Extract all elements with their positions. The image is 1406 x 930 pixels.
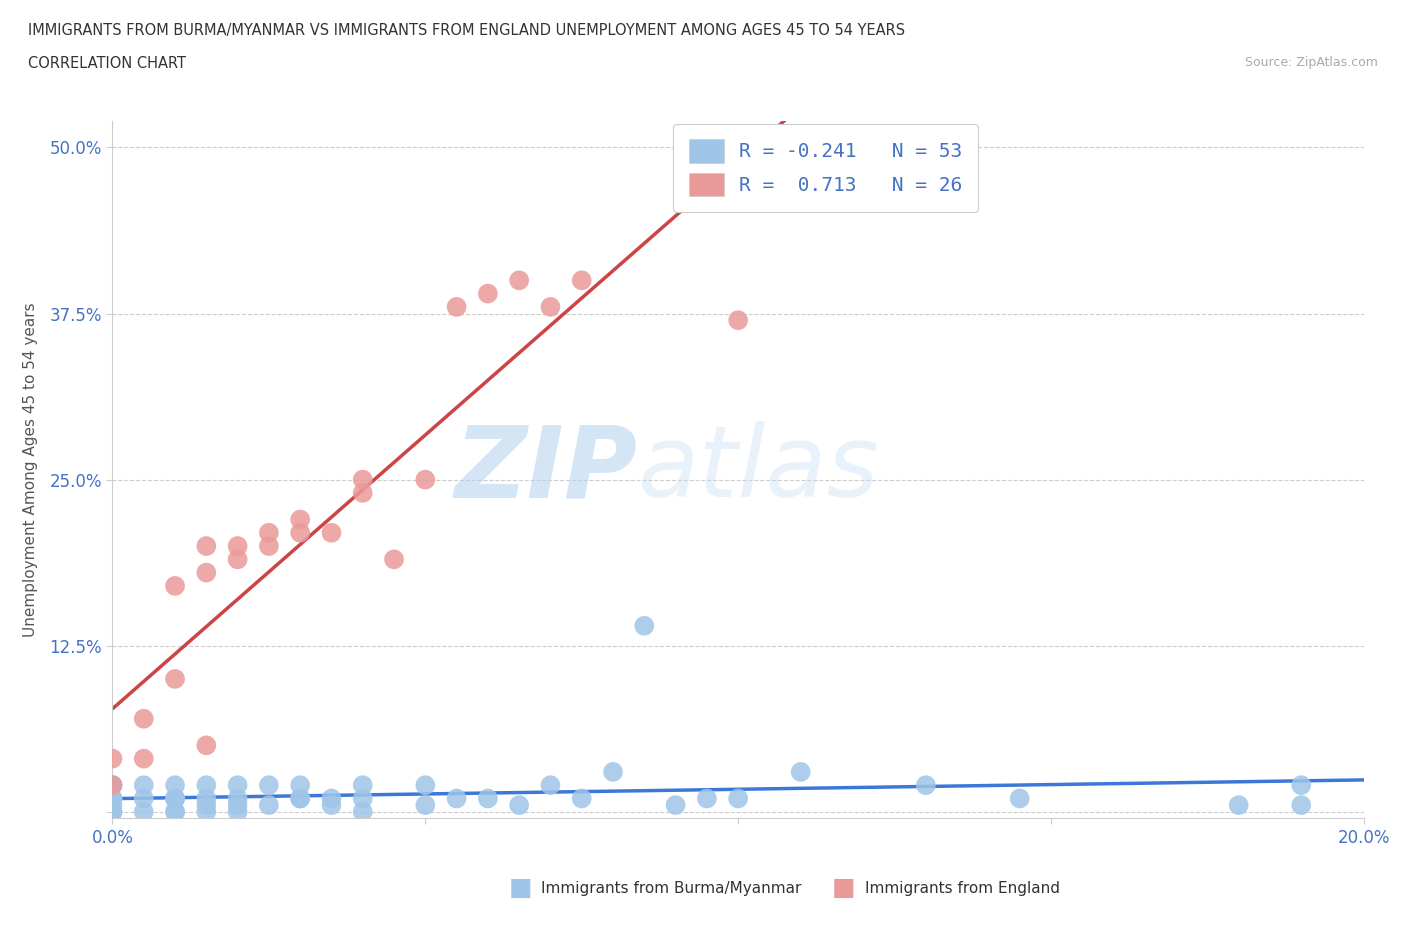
Immigrants from Burma/Myanmar xyxy=(101,804,124,819)
Immigrants from Burma/Myanmar xyxy=(163,804,186,819)
Text: atlas: atlas xyxy=(638,421,880,518)
Text: Immigrants from England: Immigrants from England xyxy=(865,881,1060,896)
Immigrants from Burma/Myanmar xyxy=(696,791,718,806)
Immigrants from Burma/Myanmar xyxy=(290,791,312,806)
Immigrants from Burma/Myanmar xyxy=(790,764,813,779)
Immigrants from Burma/Myanmar xyxy=(508,798,530,813)
Immigrants from Burma/Myanmar xyxy=(101,798,124,813)
Immigrants from Burma/Myanmar xyxy=(1291,777,1313,792)
Immigrants from Burma/Myanmar xyxy=(321,798,343,813)
Immigrants from Burma/Myanmar xyxy=(101,791,124,806)
Immigrants from England xyxy=(477,286,499,301)
Immigrants from Burma/Myanmar xyxy=(101,777,124,792)
Immigrants from Burma/Myanmar xyxy=(101,777,124,792)
Immigrants from Burma/Myanmar xyxy=(571,791,593,806)
Immigrants from Burma/Myanmar xyxy=(132,804,155,819)
Immigrants from Burma/Myanmar xyxy=(727,791,749,806)
Immigrants from England xyxy=(540,299,562,314)
Immigrants from England xyxy=(195,565,218,580)
Immigrants from England xyxy=(415,472,437,487)
Immigrants from Burma/Myanmar xyxy=(101,804,124,819)
Immigrants from Burma/Myanmar xyxy=(163,791,186,806)
Immigrants from England xyxy=(382,551,405,566)
Immigrants from Burma/Myanmar xyxy=(163,804,186,819)
Immigrants from Burma/Myanmar xyxy=(415,798,437,813)
Immigrants from Burma/Myanmar xyxy=(257,798,280,813)
Immigrants from Burma/Myanmar xyxy=(195,798,218,813)
Immigrants from Burma/Myanmar xyxy=(1227,798,1250,813)
Legend: R = -0.241   N = 53, R =  0.713   N = 26: R = -0.241 N = 53, R = 0.713 N = 26 xyxy=(673,124,979,212)
Immigrants from England xyxy=(571,272,593,287)
Immigrants from Burma/Myanmar xyxy=(195,791,218,806)
Immigrants from Burma/Myanmar xyxy=(132,791,155,806)
Immigrants from England xyxy=(226,538,249,553)
Immigrants from England xyxy=(290,512,312,527)
Text: Immigrants from Burma/Myanmar: Immigrants from Burma/Myanmar xyxy=(541,881,801,896)
Immigrants from England xyxy=(101,751,124,766)
Immigrants from Burma/Myanmar xyxy=(1008,791,1031,806)
Immigrants from England xyxy=(226,551,249,566)
Immigrants from England xyxy=(321,525,343,540)
Text: ■: ■ xyxy=(832,876,855,900)
Immigrants from Burma/Myanmar xyxy=(226,791,249,806)
Immigrants from England xyxy=(163,578,186,593)
Immigrants from England xyxy=(132,751,155,766)
Immigrants from England xyxy=(163,671,186,686)
Immigrants from Burma/Myanmar xyxy=(352,804,374,819)
Immigrants from Burma/Myanmar xyxy=(226,777,249,792)
Immigrants from England xyxy=(257,525,280,540)
Immigrants from Burma/Myanmar xyxy=(1291,798,1313,813)
Immigrants from Burma/Myanmar xyxy=(602,764,624,779)
Immigrants from England xyxy=(101,777,124,792)
Immigrants from Burma/Myanmar xyxy=(101,791,124,806)
Text: IMMIGRANTS FROM BURMA/MYANMAR VS IMMIGRANTS FROM ENGLAND UNEMPLOYMENT AMONG AGES: IMMIGRANTS FROM BURMA/MYANMAR VS IMMIGRA… xyxy=(28,23,905,38)
Immigrants from Burma/Myanmar xyxy=(321,791,343,806)
Immigrants from England xyxy=(257,538,280,553)
Immigrants from Burma/Myanmar xyxy=(352,791,374,806)
Text: ZIP: ZIP xyxy=(456,421,638,518)
Immigrants from Burma/Myanmar xyxy=(633,618,655,633)
Immigrants from England xyxy=(195,737,218,752)
Immigrants from Burma/Myanmar xyxy=(226,798,249,813)
Text: ■: ■ xyxy=(509,876,531,900)
Immigrants from Burma/Myanmar xyxy=(664,798,686,813)
Immigrants from Burma/Myanmar xyxy=(101,804,124,819)
Text: CORRELATION CHART: CORRELATION CHART xyxy=(28,56,186,71)
Immigrants from Burma/Myanmar xyxy=(915,777,938,792)
Immigrants from Burma/Myanmar xyxy=(226,804,249,819)
Immigrants from England xyxy=(195,538,218,553)
Immigrants from Burma/Myanmar xyxy=(477,791,499,806)
Text: Source: ZipAtlas.com: Source: ZipAtlas.com xyxy=(1244,56,1378,69)
Immigrants from Burma/Myanmar xyxy=(446,791,468,806)
Immigrants from Burma/Myanmar xyxy=(163,791,186,806)
Immigrants from Burma/Myanmar xyxy=(163,791,186,806)
Immigrants from England xyxy=(446,299,468,314)
Immigrants from England xyxy=(508,272,530,287)
Immigrants from Burma/Myanmar xyxy=(257,777,280,792)
Immigrants from England xyxy=(290,525,312,540)
Immigrants from England xyxy=(132,711,155,726)
Immigrants from Burma/Myanmar xyxy=(195,777,218,792)
Immigrants from Burma/Myanmar xyxy=(132,777,155,792)
Immigrants from Burma/Myanmar xyxy=(195,804,218,819)
Immigrants from Burma/Myanmar xyxy=(415,777,437,792)
Immigrants from Burma/Myanmar xyxy=(290,777,312,792)
Y-axis label: Unemployment Among Ages 45 to 54 years: Unemployment Among Ages 45 to 54 years xyxy=(24,302,38,637)
Immigrants from Burma/Myanmar xyxy=(352,777,374,792)
Immigrants from Burma/Myanmar xyxy=(163,777,186,792)
Immigrants from England xyxy=(727,312,749,327)
Immigrants from England xyxy=(352,485,374,500)
Immigrants from England xyxy=(352,472,374,487)
Immigrants from Burma/Myanmar xyxy=(540,777,562,792)
Immigrants from Burma/Myanmar xyxy=(290,791,312,806)
